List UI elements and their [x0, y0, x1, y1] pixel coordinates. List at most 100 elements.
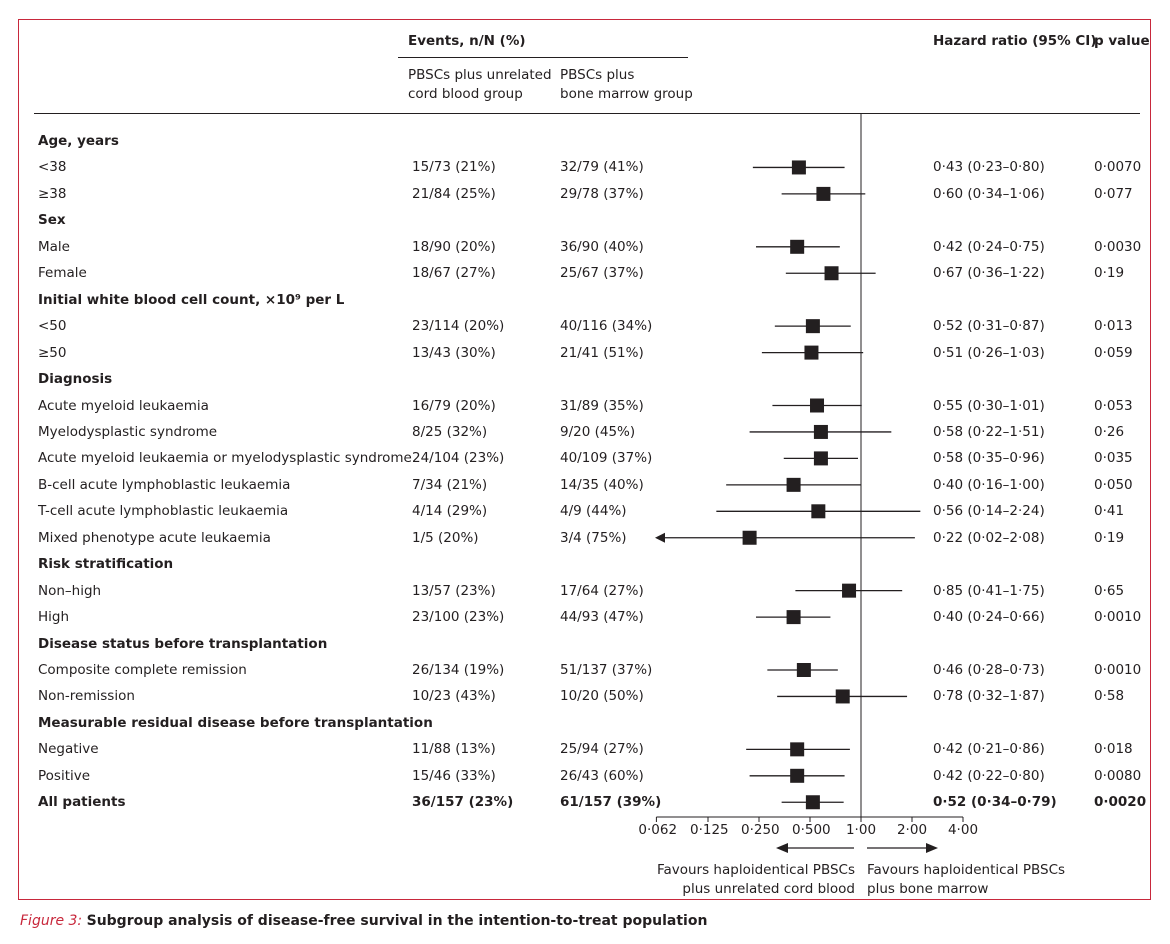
x-tick-label: 2·00 — [896, 822, 928, 838]
p-value-text: 0·19 — [1094, 529, 1125, 546]
p-value-text: 0·035 — [1094, 450, 1133, 467]
events-header: Events, n/N (%) — [408, 33, 526, 49]
x-tick-label: 1·00 — [845, 822, 877, 838]
group2-events: 40/116 (34%) — [560, 318, 653, 335]
row-label: Positive — [38, 767, 91, 784]
subgroup-header: Risk stratification — [38, 556, 174, 573]
p-value-text: 0·0080 — [1094, 767, 1142, 784]
group2-events: 9/20 (45%) — [560, 423, 636, 440]
group1-events: 18/67 (27%) — [412, 265, 496, 282]
x-tick-label: 0·062 — [638, 822, 678, 838]
group1-events: 18/90 (20%) — [412, 238, 496, 255]
group2-events: 31/89 (35%) — [560, 397, 644, 414]
figure-caption: Figure 3: Subgroup analysis of disease-f… — [20, 913, 707, 929]
row-label: High — [38, 609, 70, 626]
figure-label: Figure 3: — [20, 913, 83, 929]
hazard-ratio-text: 0·67 (0·36–1·22) — [933, 265, 1045, 282]
group1-header-line1: PBSCs plus unrelated — [408, 67, 552, 83]
point-estimate — [842, 583, 857, 598]
favours-left-label: Favours haploidentical PBSCs — [656, 862, 855, 878]
group1-events: 11/88 (13%) — [412, 741, 496, 758]
p-value-text: 0·059 — [1094, 344, 1133, 361]
group2-events: 4/9 (44%) — [560, 503, 627, 520]
subgroup-header: Age, years — [38, 133, 119, 149]
group2-events: 32/79 (41%) — [560, 159, 644, 176]
row-label: Non–high — [38, 582, 102, 599]
group1-events: 15/46 (33%) — [412, 767, 496, 784]
hazard-ratio-text: 0·40 (0·16–1·00) — [933, 476, 1045, 493]
subgroup-header: Diagnosis — [38, 371, 113, 388]
hazard-ratio-text: 0·40 (0·24–0·66) — [933, 609, 1045, 626]
p-value-header: p value — [1094, 33, 1150, 49]
hazard-ratio-text: 0·78 (0·32–1·87) — [933, 688, 1045, 705]
hazard-ratio-text: 0·42 (0·22–0·80) — [933, 767, 1045, 784]
p-value-text: 0·018 — [1094, 741, 1133, 758]
group2-events: 25/67 (37%) — [560, 265, 644, 282]
row-label: All patients — [38, 794, 126, 811]
favours-left-label: plus unrelated cord blood — [682, 881, 855, 897]
caption-text: Subgroup analysis of disease-free surviv… — [86, 913, 708, 929]
group2-header-line1: PBSCs plus — [560, 67, 635, 83]
row-label: Female — [38, 265, 87, 282]
row-label: <50 — [38, 318, 67, 335]
point-estimate — [835, 689, 850, 704]
subgroup-header: Measurable residual disease before trans… — [38, 714, 433, 731]
group1-events: 16/79 (20%) — [412, 397, 496, 414]
row-label: ≥50 — [38, 344, 67, 361]
row-label: Myelodysplastic syndrome — [38, 423, 218, 440]
row-label: Male — [38, 238, 70, 255]
events-header-rule — [398, 57, 688, 58]
group1-events: 8/25 (32%) — [412, 423, 488, 440]
point-estimate — [816, 186, 831, 201]
hazard-ratio-text: 0·56 (0·14–2·24) — [933, 503, 1045, 520]
point-estimate — [810, 398, 825, 413]
hazard-ratio-text: 0·58 (0·35–0·96) — [933, 450, 1045, 467]
group1-events: 36/157 (23%) — [412, 794, 514, 811]
p-value-text: 0·0070 — [1094, 159, 1142, 176]
p-value-text: 0·050 — [1094, 476, 1133, 493]
hazard-ratio-text: 0·51 (0·26–1·03) — [933, 344, 1045, 361]
row-label: ≥38 — [38, 185, 67, 202]
figure-frame — [18, 19, 1151, 900]
group1-events: 23/100 (23%) — [412, 609, 505, 626]
subgroup-header: Initial white blood cell count, ×10⁹ per… — [38, 291, 345, 308]
p-value-text: 0·0010 — [1094, 662, 1142, 678]
group1-events: 7/34 (21%) — [412, 476, 488, 493]
group2-events: 44/93 (47%) — [560, 609, 644, 626]
row-label: Acute myeloid leukaemia or myelodysplast… — [38, 450, 412, 467]
group2-events: 40/109 (37%) — [560, 450, 653, 467]
p-value-text: 0·0030 — [1094, 238, 1142, 255]
group2-events: 61/157 (39%) — [560, 794, 662, 811]
group1-events: 4/14 (29%) — [412, 503, 488, 520]
point-estimate — [813, 451, 828, 466]
group1-events: 13/43 (30%) — [412, 344, 496, 361]
group2-events: 26/43 (60%) — [560, 767, 644, 784]
group2-events: 10/20 (50%) — [560, 688, 644, 705]
group2-events: 36/90 (40%) — [560, 238, 644, 255]
p-value-text: 0·077 — [1094, 185, 1133, 202]
hazard-ratio-text: 0·43 (0·23–0·80) — [933, 159, 1045, 176]
subgroup-header: Disease status before transplantation — [38, 635, 328, 652]
p-value-text: 0·013 — [1094, 318, 1133, 335]
point-estimate — [804, 345, 819, 360]
row-label: <38 — [38, 159, 67, 176]
row-label: Mixed phenotype acute leukaemia — [38, 529, 271, 546]
hazard-ratio-text: 0·60 (0·34–1·06) — [933, 185, 1045, 202]
hazard-ratio-text: 0·58 (0·22–1·51) — [933, 423, 1045, 440]
p-value-text: 0·19 — [1094, 265, 1125, 282]
group1-events: 1/5 (20%) — [412, 529, 479, 546]
hazard-ratio-text: 0·22 (0·02–2·08) — [933, 529, 1045, 546]
group1-header-line2: cord blood group — [408, 86, 523, 102]
group1-events: 24/104 (23%) — [412, 450, 505, 467]
hazard-ratio-text: 0·52 (0·31–0·87) — [933, 318, 1045, 335]
header-rule — [34, 113, 1140, 114]
hazard-ratio-text: 0·42 (0·21–0·86) — [933, 741, 1045, 758]
p-value-text: 0·41 — [1094, 503, 1125, 520]
point-estimate — [790, 239, 805, 254]
row-label: B-cell acute lymphoblastic leukaemia — [38, 476, 291, 493]
group2-events: 14/35 (40%) — [560, 476, 644, 493]
group2-events: 51/137 (37%) — [560, 662, 653, 678]
group1-events: 23/114 (20%) — [412, 318, 505, 335]
point-estimate — [813, 424, 828, 439]
